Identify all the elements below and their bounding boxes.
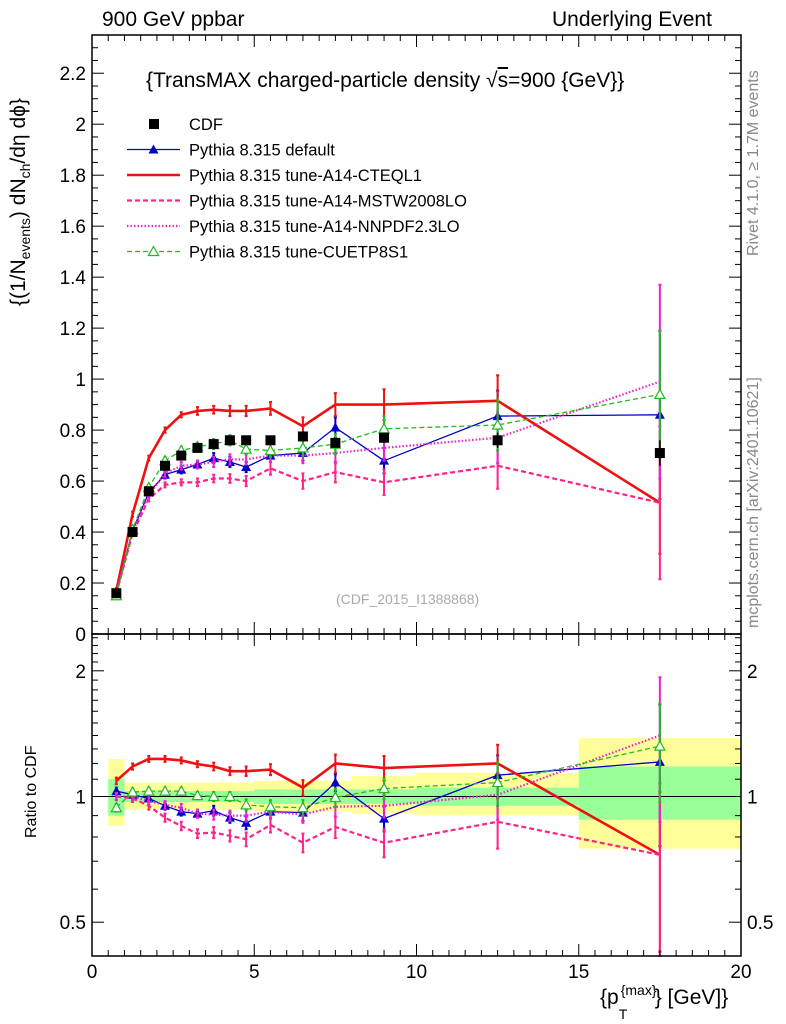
legend-label-cteql1: Pythia 8.315 tune-A14-CTEQL1 — [189, 167, 422, 185]
x-axis-label: {p {max} T } [GeV]} — [600, 982, 729, 1022]
header-left: 900 GeV ppbar — [102, 8, 245, 31]
ratio-cuetp-marker — [142, 784, 155, 796]
main-cuetp-marker — [296, 441, 309, 453]
ratio-cuetp-marker — [378, 782, 391, 794]
legend-label-data: CDF — [189, 116, 223, 134]
xlabel-sub: T — [618, 1006, 628, 1022]
ratio-cuetp-marker — [296, 801, 309, 813]
x-tick-label: 0 — [87, 962, 98, 983]
cdf-data-point — [176, 450, 187, 461]
xlabel-part1: {p — [600, 986, 619, 1009]
xlabel-sup: {max} — [620, 982, 657, 998]
plot-title: {TransMAX charged-particle density √s=90… — [146, 69, 624, 93]
main-y-tick-label: 1.8 — [60, 166, 86, 187]
ratio-default-marker — [330, 777, 341, 787]
main-y-tick-label: 1.2 — [60, 319, 86, 340]
cdf-data-point — [224, 435, 235, 446]
ratio-y-tick-label-left: 2 — [75, 662, 86, 683]
cdf-data-point — [143, 486, 154, 497]
legend: CDF Pythia 8.315 default Pythia 8.315 tune… — [127, 116, 467, 262]
main-nnpdf-line — [115, 380, 661, 594]
cdf-data-point — [492, 435, 503, 446]
legend-label-default: Pythia 8.315 default — [189, 142, 335, 160]
cdf-data-point — [160, 460, 171, 471]
legend-label-cuetp: Pythia 8.315 tune-CUETP8S1 — [189, 244, 408, 262]
ratio-mstw-line — [116, 795, 661, 856]
x-tick-label: 15 — [568, 962, 589, 983]
cdf-data-point — [654, 448, 665, 459]
tick-labels: 0 5 10 15 20 0 0.2 0.4 0.6 0.8 1 1.2 1.4 1.6 1.8 2 2.2 0.… — [60, 64, 774, 983]
xlabel-part2: } [GeV]} — [654, 986, 729, 1009]
cdf-data-point — [111, 588, 122, 599]
cdf-data-point — [208, 439, 219, 450]
ratio-cuetp-marker — [191, 789, 204, 801]
main-mstw-line — [115, 464, 661, 594]
main-y-tick-label: 1 — [75, 370, 86, 391]
cdf-data-point — [241, 435, 252, 446]
main-y-tick-label: 0.6 — [60, 472, 86, 493]
legend-marker-cdf — [149, 119, 159, 129]
main-cuetp-line — [115, 393, 660, 596]
legend-marker-default — [148, 144, 159, 154]
main-default-marker — [241, 462, 252, 472]
ratio-cteql1-line — [115, 757, 661, 856]
ratio-cuetp-marker — [223, 790, 236, 802]
ratio-cuetp-marker — [175, 784, 188, 796]
ratio-cuetp-marker — [329, 791, 342, 803]
ratio-y-tick-label-right: 0.5 — [747, 913, 773, 934]
cdf-data-point — [379, 432, 390, 443]
main-y-tick-label: 0 — [75, 625, 86, 646]
sqrt-symbol: √ — [486, 69, 498, 92]
sqrt-s: s — [497, 69, 509, 92]
main-cuetp-marker — [491, 418, 504, 430]
ratio-cuetp-marker — [207, 790, 220, 802]
ratio-cuetp-marker — [158, 784, 172, 796]
ratio-cuetp-marker — [240, 798, 253, 810]
legend-label-mstw: Pythia 8.315 tune-A14-MSTW2008LO — [189, 193, 467, 211]
ratio-y-tick-label-left: 0.5 — [60, 913, 86, 934]
cdf-data-point — [265, 435, 276, 446]
cdf-data-point — [330, 437, 341, 448]
x-tick-label: 20 — [730, 962, 751, 983]
ratio-y-tick-label-right: 2 — [747, 662, 758, 683]
axis-ticks — [91, 34, 742, 956]
ratio-cuetp-marker — [264, 800, 277, 812]
analysis-reference: (CDF_2015_I1388868) — [336, 591, 480, 607]
ratio-y-tick-label-left: 1 — [75, 788, 86, 809]
x-tick-label: 10 — [406, 962, 427, 983]
legend-label-nnpdf: Pythia 8.315 tune-A14-NNPDF2.3LO — [189, 218, 460, 236]
cdf-data-point — [192, 442, 203, 453]
main-y-tick-label: 2.2 — [60, 64, 86, 85]
ratio-nnpdf-line — [116, 734, 661, 817]
header-right: Underlying Event — [552, 8, 712, 31]
cdf-data-point — [297, 431, 308, 442]
cdf-data-point — [127, 527, 138, 538]
main-y-tick-label: 0.4 — [60, 523, 87, 544]
main-y-tick-label: 1.6 — [60, 217, 86, 238]
series-layer — [110, 283, 666, 957]
x-tick-label: 5 — [249, 962, 260, 983]
main-y-tick-label: 0.8 — [60, 421, 86, 442]
main-cteql1-line — [115, 399, 661, 591]
main-cuetp-marker — [653, 388, 666, 399]
ratio-cuetp-marker — [110, 801, 123, 813]
plot-title-main: {TransMAX charged-particle density — [146, 69, 487, 92]
main-default-marker — [330, 422, 341, 432]
main-y-tick-label: 0.2 — [60, 574, 86, 595]
ratio-cuetp-marker — [126, 785, 139, 797]
ratio-cuetp-marker — [653, 739, 666, 751]
plot-title-rest: =900 {GeV}} — [508, 69, 625, 92]
data-uncertainty-bands — [108, 738, 741, 849]
ratio-cuetp-marker — [491, 776, 504, 788]
legend-marker-cuetp — [147, 245, 160, 257]
ratio-default-marker — [111, 786, 122, 796]
main-y-tick-label: 1.4 — [60, 268, 87, 289]
ratio-y-tick-label-right: 1 — [747, 788, 758, 809]
main-cuetp-marker — [240, 442, 253, 454]
main-cuetp-marker — [264, 444, 277, 456]
main-y-tick-label: 2 — [75, 115, 86, 136]
